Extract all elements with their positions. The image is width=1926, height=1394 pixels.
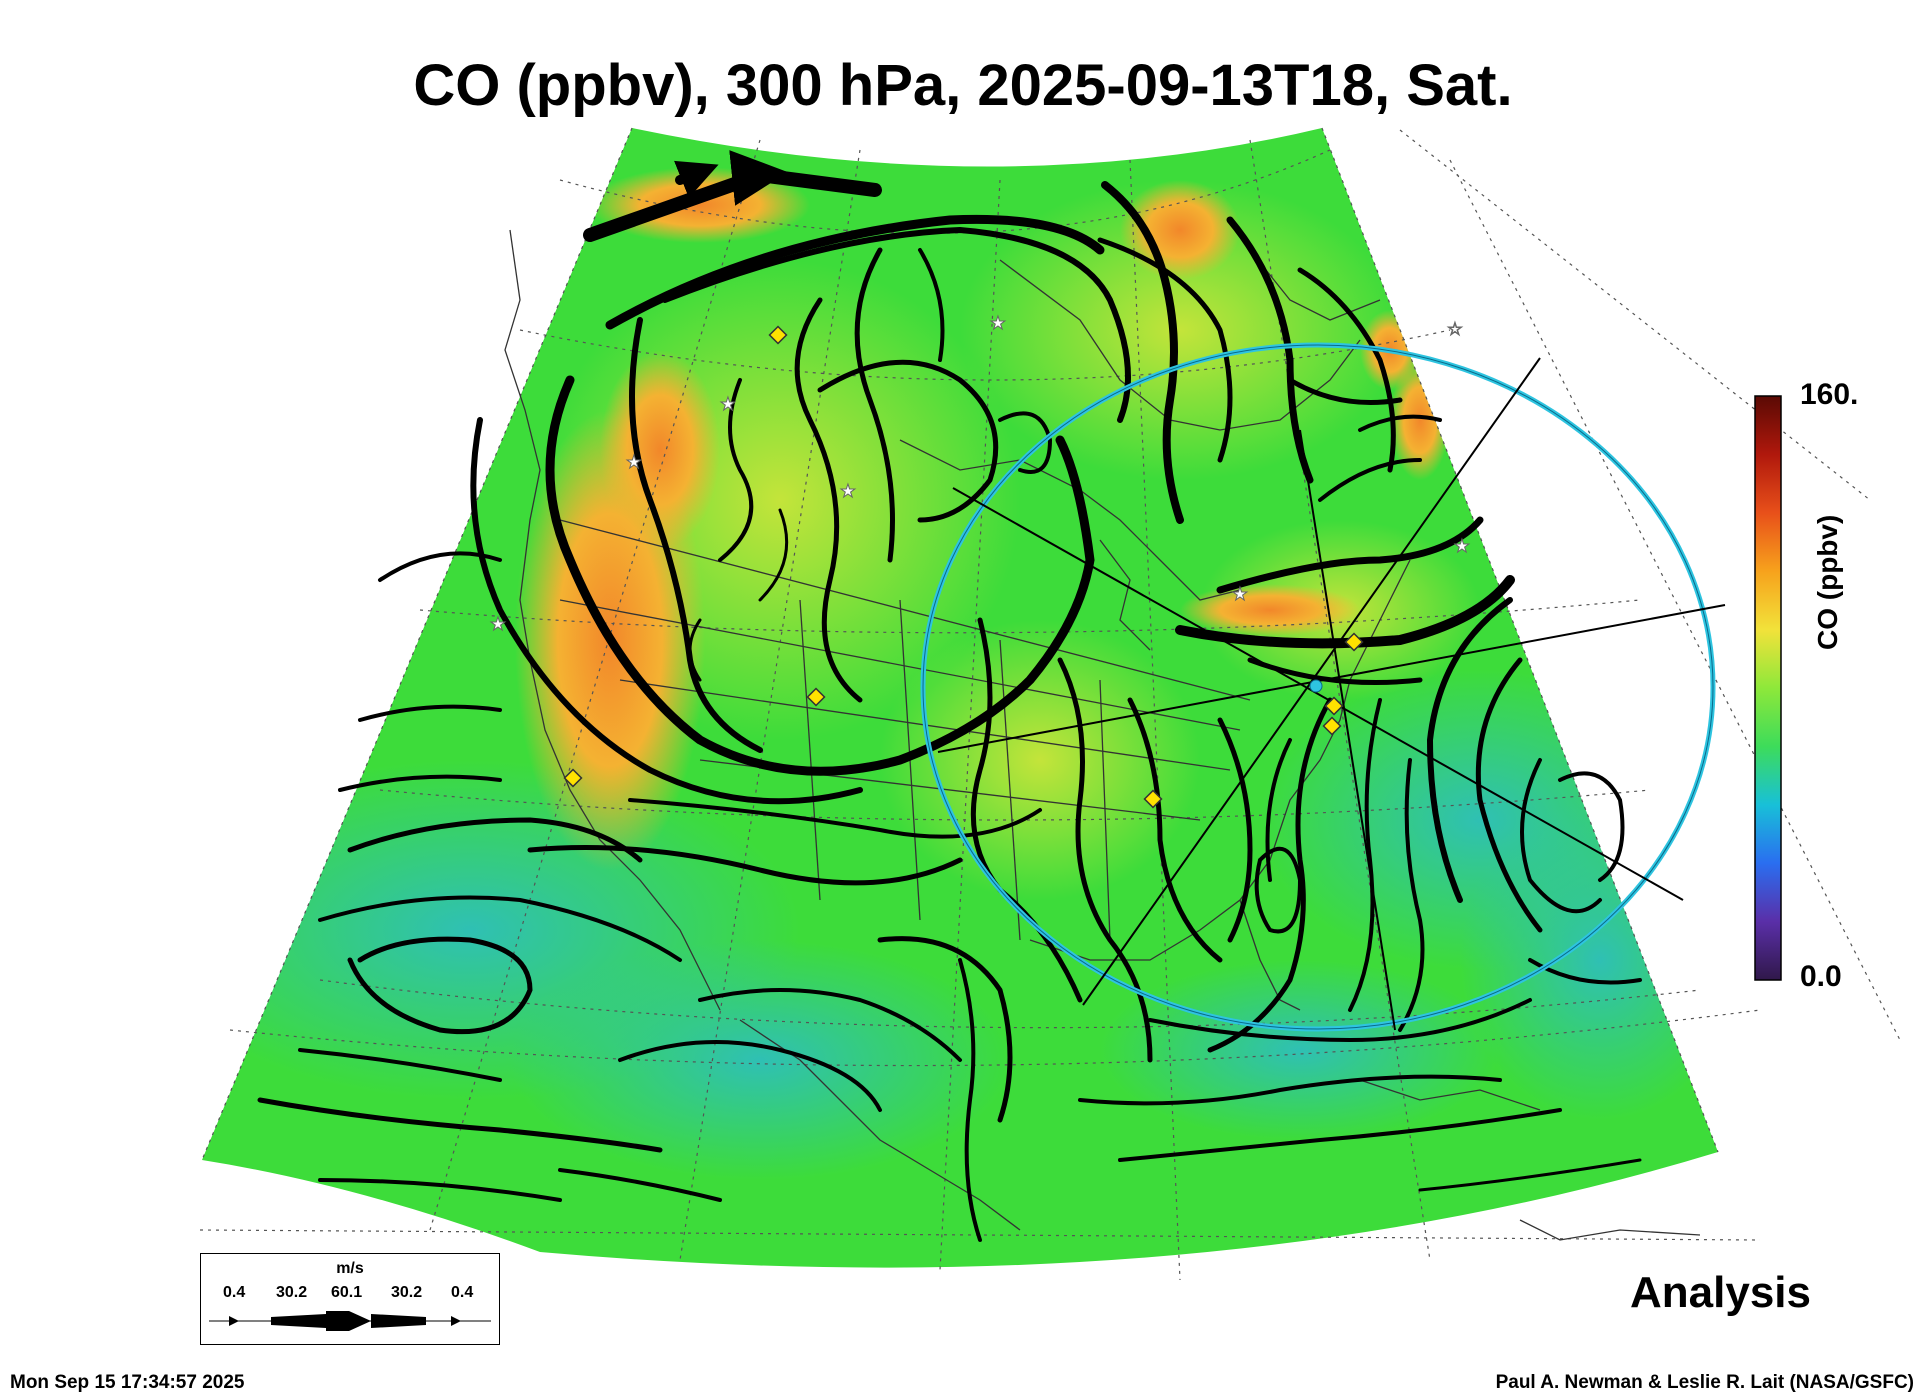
wind-legend-tick: 0.4 <box>223 1284 246 1301</box>
render-timestamp: Mon Sep 15 17:34:57 2025 <box>10 1372 245 1393</box>
svg-text:★: ★ <box>1454 536 1470 556</box>
white-star-markers: ★ ★ ★ ★ ★ ★ ★ ☆ <box>489 313 1470 635</box>
svg-text:☆: ☆ <box>1447 319 1463 339</box>
svg-text:★: ★ <box>720 394 736 414</box>
colorbar-max-label: 160. <box>1800 378 1859 411</box>
analysis-label: Analysis <box>1630 1268 1811 1317</box>
wind-legend-units: m/s <box>336 1260 364 1277</box>
wind-speed-legend: m/s 0.4 30.2 60.1 30.2 0.4 <box>200 1253 500 1345</box>
colorbar-min-label: 0.0 <box>1800 960 1842 993</box>
wind-streamlines <box>257 150 1642 1242</box>
yellow-diamond-markers <box>563 325 1364 809</box>
wind-legend-tick: 30.2 <box>276 1284 308 1301</box>
wind-legend-tick: 0.4 <box>451 1284 474 1301</box>
svg-text:★: ★ <box>1232 584 1248 604</box>
colorbar-title: CO (ppbv) <box>1812 514 1843 650</box>
wind-legend-arrow <box>209 1311 491 1331</box>
svg-text:★: ★ <box>626 452 642 472</box>
svg-text:★: ★ <box>490 614 506 634</box>
map-title: CO (ppbv), 300 hPa, 2025-09-13T18, Sat. <box>413 53 1513 118</box>
wind-legend-tick: 30.2 <box>391 1284 423 1301</box>
range-ring-overlay <box>920 342 1726 1032</box>
colorbar <box>1754 395 1782 981</box>
svg-text:★: ★ <box>990 313 1006 333</box>
wind-legend-tick: 60.1 <box>331 1284 363 1301</box>
credit-line: Paul A. Newman & Leslie R. Lait (NASA/GS… <box>1495 1372 1914 1393</box>
svg-text:★: ★ <box>840 481 856 501</box>
